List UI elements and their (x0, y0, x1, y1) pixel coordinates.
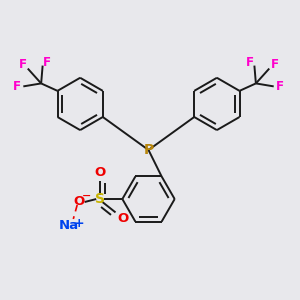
Text: +: + (74, 217, 85, 230)
Text: F: F (246, 56, 254, 68)
Text: S: S (95, 192, 105, 206)
Text: −: − (81, 190, 91, 200)
Text: F: F (18, 58, 26, 71)
Text: O: O (118, 212, 129, 226)
Text: O: O (74, 195, 85, 208)
Text: F: F (43, 56, 51, 68)
Text: P: P (143, 143, 154, 157)
Text: F: F (271, 58, 279, 71)
Text: F: F (276, 80, 284, 93)
Text: Na: Na (59, 219, 79, 232)
Text: F: F (13, 80, 21, 93)
Text: O: O (94, 167, 106, 179)
